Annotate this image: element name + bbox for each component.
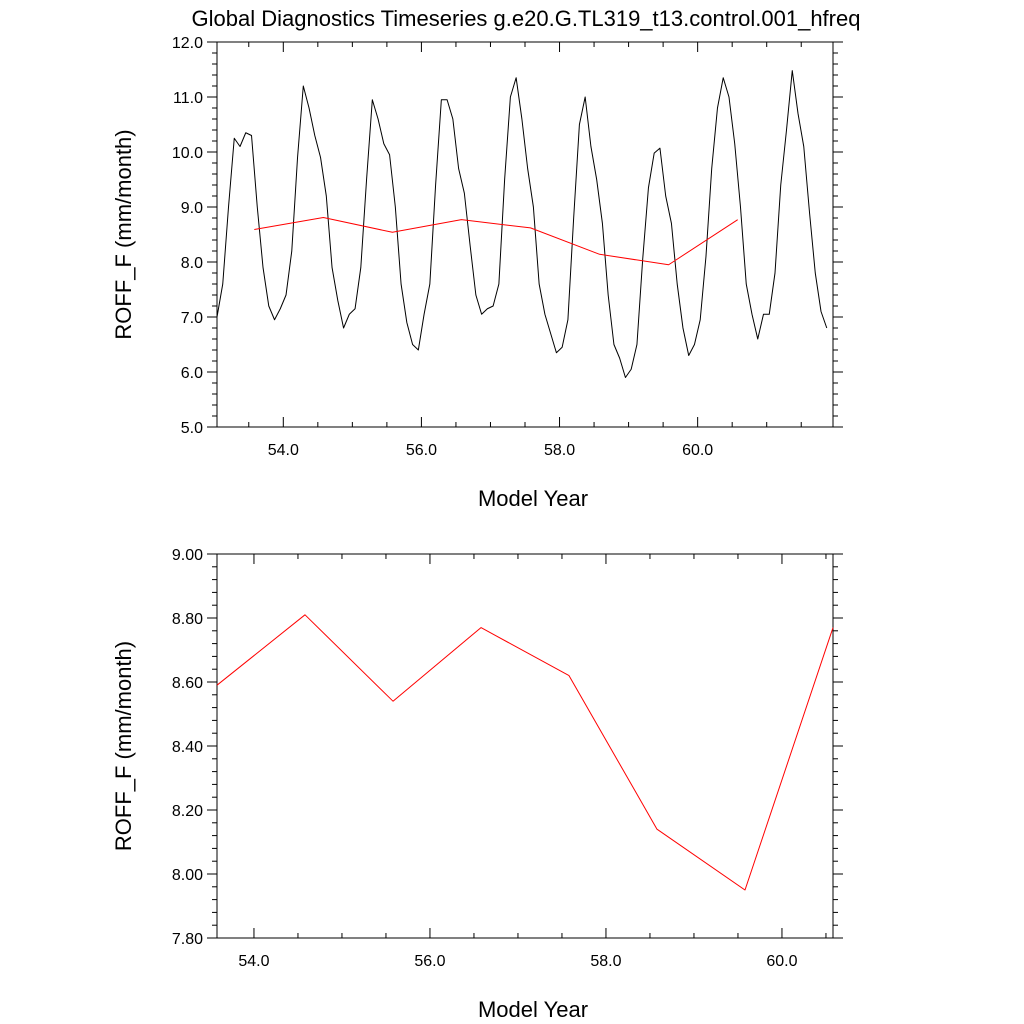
y-tick-label: 7.0 xyxy=(181,310,203,327)
y-tick-label: 9.00 xyxy=(172,547,203,564)
x-axis-label: Model Year xyxy=(478,486,588,511)
top-panel: 54.0 56.0 58.0 60.0 5.0 6.0 7.0 8.0 9.0 10.0 11.0 1… xyxy=(111,35,843,511)
y-tick-label: 10.0 xyxy=(172,145,203,162)
plot-frame xyxy=(216,41,834,428)
y-tick-label: 7.80 xyxy=(172,931,203,948)
y-tick-label: 8.00 xyxy=(172,867,203,884)
x-tick-label: 54.0 xyxy=(268,442,299,459)
x-tick-label: 60.0 xyxy=(766,953,797,970)
bottom-panel: 54.0 56.0 58.0 60.0 7.80 8.00 8.20 8.40 8.60 8.80… xyxy=(111,547,843,1022)
x-tick-label: 58.0 xyxy=(590,953,621,970)
y-tick-label: 8.0 xyxy=(181,255,203,272)
y-tick-label: 12.0 xyxy=(172,35,203,52)
y-tick-label: 8.20 xyxy=(172,803,203,820)
plot-frame xyxy=(216,553,834,939)
x-tick-label: 58.0 xyxy=(544,442,575,459)
y-tick-label: 5.0 xyxy=(181,420,203,437)
y-axis-label: ROFF_F (mm/month) xyxy=(111,641,136,851)
y-tick-label: 6.0 xyxy=(181,365,203,382)
chart-title: Global Diagnostics Timeseries g.e20.G.TL… xyxy=(192,6,861,31)
x-tick-label: 56.0 xyxy=(406,442,437,459)
x-axis-label: Model Year xyxy=(478,997,588,1022)
y-axis-label: ROFF_F (mm/month) xyxy=(111,129,136,339)
y-tick-label: 8.60 xyxy=(172,675,203,692)
y-tick-label: 8.40 xyxy=(172,739,203,756)
y-tick-label: 8.80 xyxy=(172,611,203,628)
annual-series-line xyxy=(254,216,738,266)
monthly-series-line xyxy=(216,70,828,378)
annual-series-line xyxy=(216,614,834,891)
y-tick-label: 11.0 xyxy=(173,90,203,107)
x-tick-label: 54.0 xyxy=(238,953,269,970)
y-tick-label: 9.0 xyxy=(181,200,203,217)
x-tick-label: 60.0 xyxy=(682,442,713,459)
x-tick-label: 56.0 xyxy=(414,953,445,970)
